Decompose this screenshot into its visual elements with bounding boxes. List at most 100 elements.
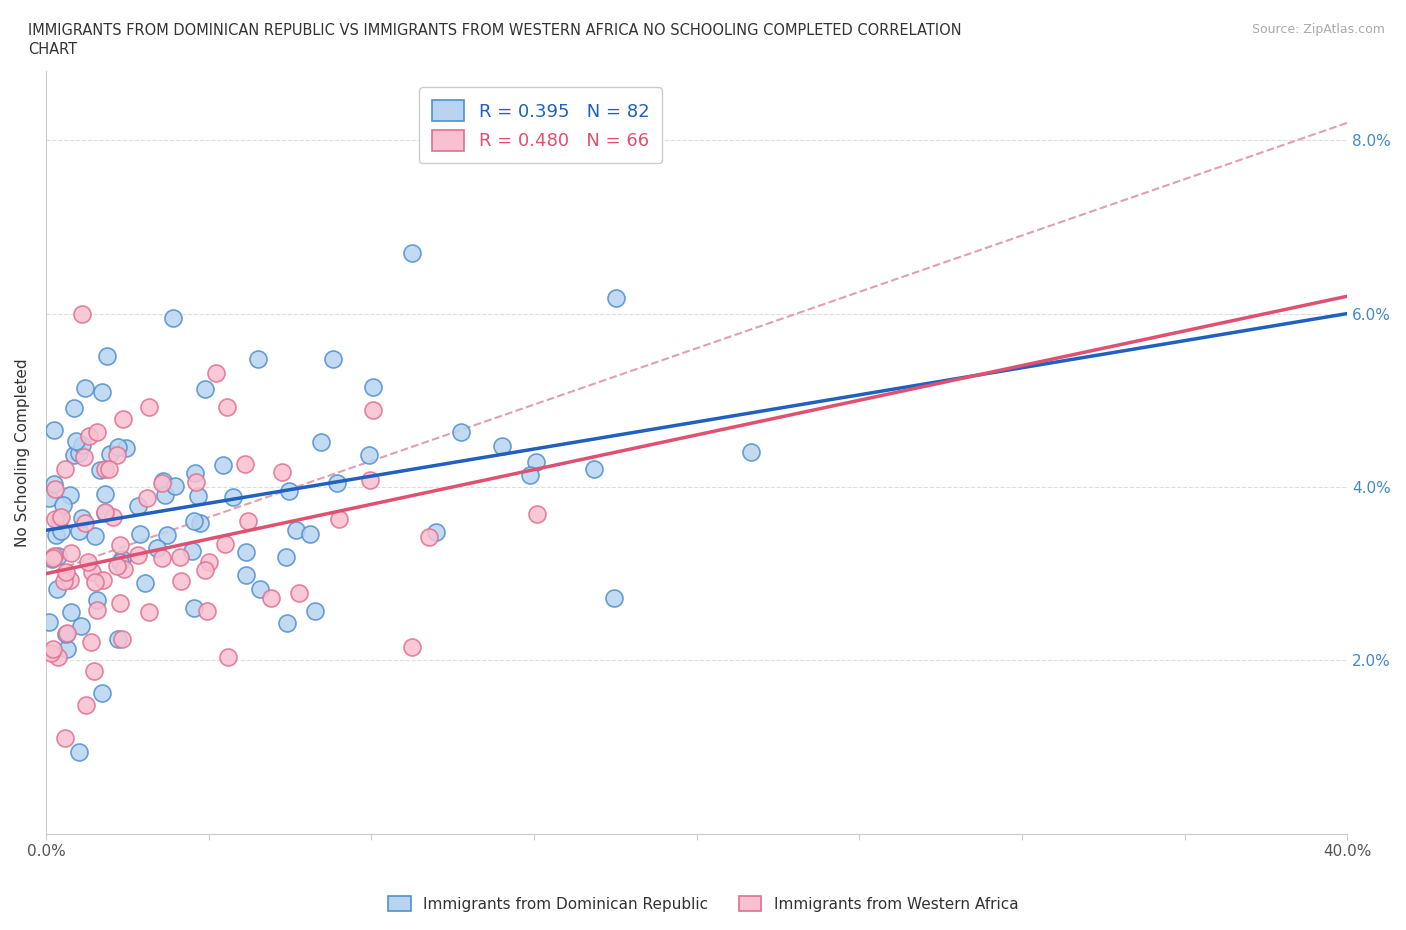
Point: [127, 499, 149, 514]
Point: [127, 548, 149, 563]
Point: [111, 551, 134, 566]
Point: [163, 478, 186, 493]
Point: [48, 512, 70, 527]
Point: [129, 527, 152, 542]
Point: [83, 575, 105, 590]
Point: [359, 447, 381, 462]
Point: [491, 439, 513, 454]
Point: [59, 487, 82, 502]
Point: [41, 551, 63, 565]
Point: [136, 491, 159, 506]
Point: [56, 642, 79, 657]
Point: [205, 366, 228, 381]
Point: [146, 540, 169, 555]
Point: [194, 382, 217, 397]
Point: [46, 650, 69, 665]
Point: [309, 434, 332, 449]
Point: [274, 550, 297, 565]
Point: [195, 604, 218, 618]
Point: [94, 505, 117, 520]
Point: [288, 586, 311, 601]
Point: [298, 526, 321, 541]
Point: [401, 246, 423, 260]
Point: [41, 642, 63, 657]
Point: [361, 403, 384, 418]
Point: [73, 449, 96, 464]
Point: [260, 591, 283, 605]
Point: [91, 685, 114, 700]
Point: [236, 514, 259, 529]
Point: [583, 462, 606, 477]
Point: [62, 447, 84, 462]
Point: [59, 604, 82, 619]
Point: [110, 596, 132, 611]
Point: [53, 730, 76, 745]
Point: [89, 463, 111, 478]
Point: [150, 475, 173, 490]
Point: [519, 468, 541, 483]
Point: [105, 558, 128, 573]
Point: [67, 524, 90, 538]
Point: [60, 545, 83, 560]
Point: [211, 458, 233, 472]
Point: [233, 457, 256, 472]
Point: [83, 663, 105, 678]
Point: [83, 528, 105, 543]
Point: [48, 549, 70, 564]
Point: [65, 433, 87, 448]
Point: [359, 472, 381, 487]
Point: [42, 422, 65, 437]
Point: [276, 616, 298, 631]
Point: [38, 615, 60, 630]
Point: [94, 461, 117, 476]
Point: [49, 524, 72, 538]
Point: [86, 425, 108, 440]
Point: [42, 477, 65, 492]
Point: [86, 603, 108, 618]
Point: [98, 446, 121, 461]
Point: [418, 530, 440, 545]
Point: [94, 487, 117, 502]
Point: [425, 525, 447, 539]
Point: [150, 551, 173, 565]
Point: [76, 555, 98, 570]
Point: [101, 510, 124, 525]
Text: Source: ZipAtlas.com: Source: ZipAtlas.com: [1251, 23, 1385, 36]
Point: [235, 568, 257, 583]
Point: [184, 466, 207, 481]
Point: [111, 631, 134, 646]
Point: [91, 385, 114, 400]
Point: [73, 516, 96, 531]
Point: [39, 645, 62, 660]
Point: [277, 483, 299, 498]
Point: [222, 490, 245, 505]
Text: CHART: CHART: [28, 42, 77, 57]
Point: [322, 352, 344, 366]
Point: [94, 505, 117, 520]
Point: [187, 488, 209, 503]
Point: [91, 573, 114, 588]
Point: [55, 626, 77, 641]
Point: [70, 307, 93, 322]
Point: [249, 581, 271, 596]
Point: [80, 565, 103, 579]
Point: [183, 514, 205, 529]
Point: [198, 555, 221, 570]
Point: [112, 562, 135, 577]
Point: [325, 475, 347, 490]
Point: [214, 537, 236, 551]
Point: [49, 509, 72, 524]
Point: [70, 437, 93, 452]
Point: [108, 538, 131, 552]
Point: [285, 523, 308, 538]
Point: [215, 400, 238, 415]
Point: [55, 565, 77, 579]
Y-axis label: No Schooling Completed: No Schooling Completed: [15, 358, 30, 547]
Point: [270, 464, 292, 479]
Point: [188, 515, 211, 530]
Point: [41, 551, 63, 566]
Text: IMMIGRANTS FROM DOMINICAN REPUBLIC VS IMMIGRANTS FROM WESTERN AFRICA NO SCHOOLIN: IMMIGRANTS FROM DOMINICAN REPUBLIC VS IM…: [28, 23, 962, 38]
Point: [44, 512, 66, 526]
Point: [169, 574, 191, 589]
Point: [169, 550, 191, 565]
